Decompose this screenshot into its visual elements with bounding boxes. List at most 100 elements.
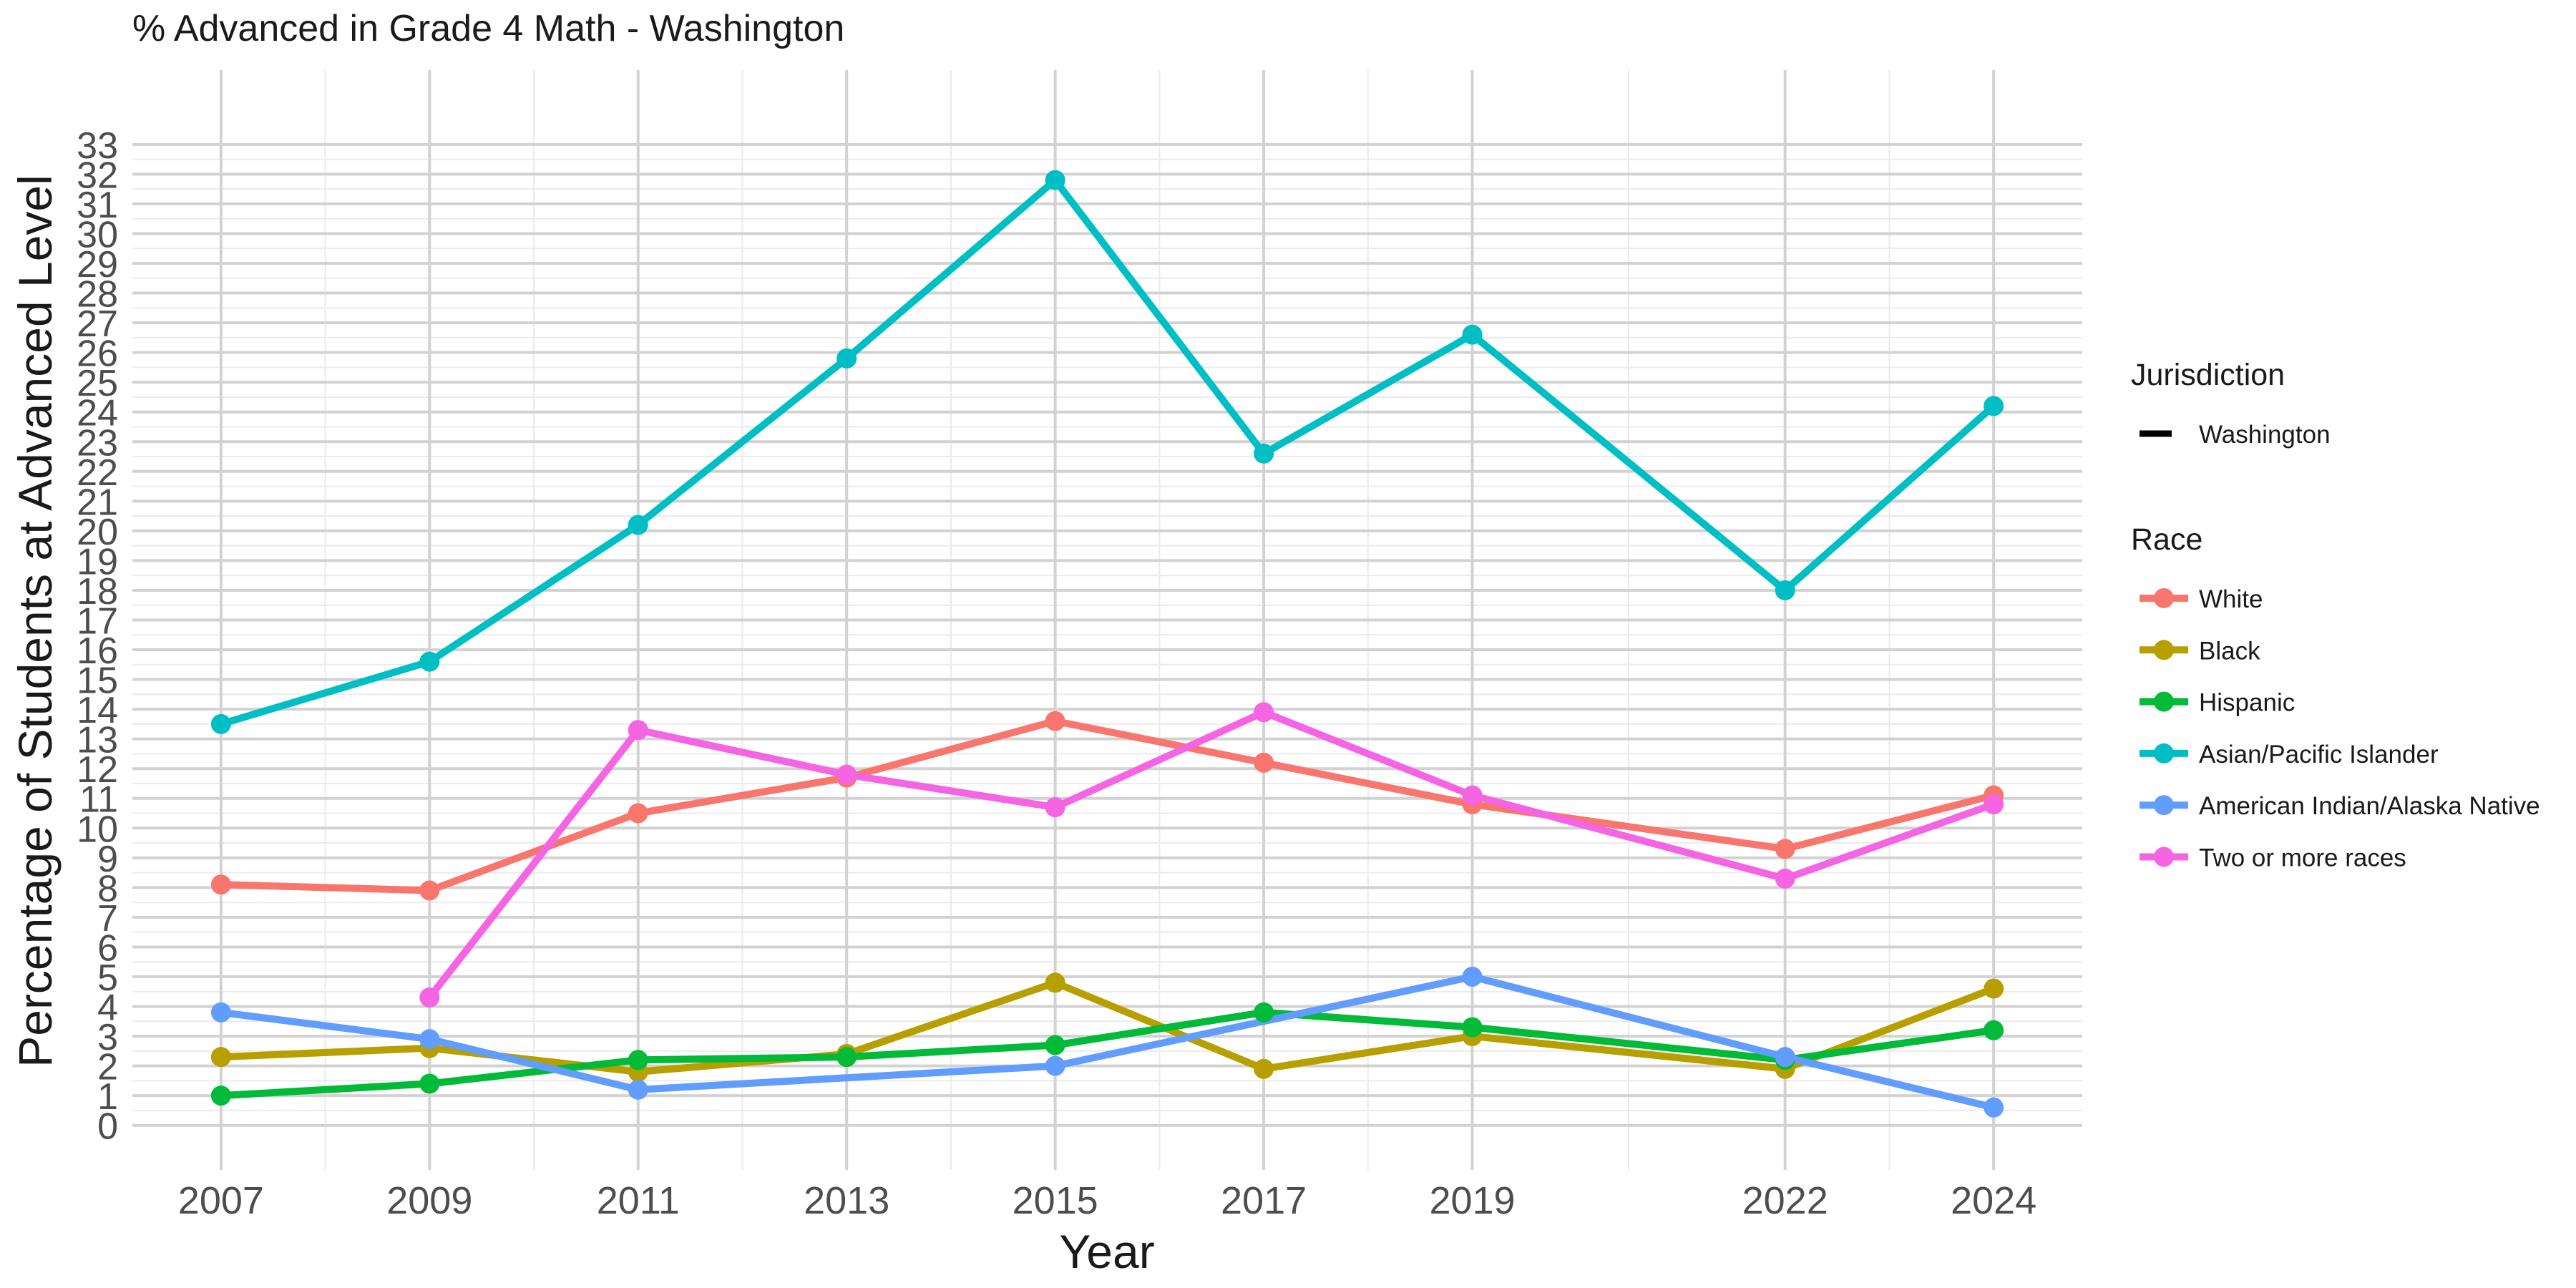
legend-label-american-indian-alaska-native: American Indian/Alaska Native: [2199, 792, 2540, 820]
y-tick-label: 13: [77, 720, 118, 761]
data-point-two-or-more-races: [1462, 785, 1483, 806]
data-point-two-or-more-races: [1254, 702, 1274, 723]
data-point-two-or-more-races: [1045, 797, 1065, 818]
data-point-white: [419, 880, 440, 901]
data-point-black: [1045, 972, 1065, 993]
y-tick-label: 16: [77, 630, 118, 672]
data-point-american-indian-alaska-native: [210, 1002, 231, 1023]
data-point-two-or-more-races: [1984, 794, 2004, 815]
y-tick-label: 29: [77, 244, 118, 286]
y-tick-label: 33: [77, 125, 118, 167]
y-tick-label: 1: [97, 1076, 118, 1118]
y-tick-label: 4: [97, 987, 118, 1029]
y-tick-label: 27: [77, 303, 118, 345]
data-point-american-indian-alaska-native: [419, 1029, 440, 1050]
legend-key-point-white: [2154, 588, 2174, 608]
data-point-black: [1254, 1058, 1274, 1079]
data-point-black: [1984, 978, 2004, 999]
data-point-black: [210, 1047, 231, 1068]
y-tick-label: 3: [97, 1017, 118, 1058]
data-point-hispanic: [1462, 1017, 1483, 1038]
y-tick-label: 2: [97, 1047, 118, 1088]
legend-key-point-hispanic: [2154, 691, 2174, 712]
data-point-two-or-more-races: [1775, 868, 1795, 889]
data-point-asian-pacific-islander: [1775, 580, 1795, 600]
data-point-hispanic: [419, 1073, 440, 1094]
legend-key-point-asian-pacific-islander: [2154, 743, 2174, 763]
y-tick-label: 18: [77, 571, 118, 613]
y-tick-label: 20: [77, 512, 118, 553]
y-tick-label: 12: [77, 749, 118, 791]
legend: Jurisdiction Washington Race White Black H…: [2131, 358, 2540, 872]
data-point-hispanic: [1984, 1020, 2004, 1040]
y-tick-label: 19: [77, 541, 118, 582]
legend-key-point-two-or-more-races: [2154, 847, 2174, 867]
series-line-two-or-more-races: [426, 708, 1995, 1000]
data-point-two-or-more-races: [419, 987, 440, 1008]
data-point-asian-pacific-islander: [1045, 170, 1065, 190]
data-point-asian-pacific-islander: [836, 348, 857, 369]
data-point-american-indian-alaska-native: [1984, 1097, 2004, 1118]
data-point-hispanic: [1254, 1002, 1274, 1023]
x-tick-label: 2019: [1429, 1179, 1515, 1222]
data-point-asian-pacific-islander: [210, 713, 231, 734]
y-tick-label: 8: [97, 868, 118, 909]
x-tick-label: 2007: [178, 1179, 264, 1222]
y-tick-label: 32: [77, 155, 118, 196]
y-tick-label: 26: [77, 333, 118, 375]
x-tick-label: 2022: [1742, 1179, 1828, 1222]
y-tick-label: 0: [97, 1106, 118, 1148]
legend-label-white: White: [2199, 585, 2263, 613]
y-tick-label: 10: [77, 809, 118, 850]
y-tick-label: 6: [97, 927, 118, 969]
x-axis-title: Year: [1059, 1225, 1154, 1278]
y-tick-label: 31: [77, 185, 118, 226]
data-point-white: [1045, 711, 1065, 731]
y-tick-label: 14: [77, 690, 118, 731]
y-tick-label: 9: [97, 839, 118, 880]
y-axis-title: Percentage of Students at Advanced Level: [9, 175, 62, 1068]
data-point-asian-pacific-islander: [1462, 324, 1483, 345]
x-tick-label: 2009: [386, 1179, 472, 1222]
legend-key-point-american-indian-alaska-native: [2154, 795, 2174, 816]
data-point-hispanic: [1045, 1035, 1065, 1055]
y-tick-label: 15: [77, 660, 118, 702]
data-point-white: [210, 874, 231, 895]
data-point-white: [628, 803, 648, 824]
x-tick-label: 2017: [1221, 1179, 1307, 1222]
legend-label-asian-pacific-islander: Asian/Pacific Islander: [2199, 741, 2439, 769]
chart-title: % Advanced in Grade 4 Math - Washington: [132, 8, 844, 49]
data-point-two-or-more-races: [836, 764, 857, 785]
data-point-two-or-more-races: [628, 720, 648, 741]
legend-race-title: Race: [2131, 522, 2202, 557]
legend-label-black: Black: [2199, 637, 2260, 665]
data-point-hispanic: [628, 1050, 648, 1070]
data-point-asian-pacific-islander: [1254, 443, 1274, 464]
legend-jurisdiction-title: Jurisdiction: [2131, 358, 2285, 392]
data-point-asian-pacific-islander: [628, 514, 648, 535]
data-point-white: [1775, 839, 1795, 859]
legend-key-point-black: [2154, 640, 2174, 660]
y-tick-label: 11: [79, 779, 118, 821]
data-point-american-indian-alaska-native: [1462, 966, 1483, 987]
legend-label-two-or-more-races: Two or more races: [2199, 844, 2406, 872]
data-point-hispanic: [210, 1085, 231, 1106]
y-tick-label: 24: [77, 393, 118, 434]
y-tick-label: 21: [77, 482, 118, 523]
data-point-hispanic: [836, 1047, 857, 1068]
data-point-asian-pacific-islander: [1984, 396, 2004, 416]
y-tick-label: 25: [77, 363, 118, 404]
y-tick-label: 28: [77, 274, 118, 316]
y-tick-label: 23: [77, 422, 118, 464]
x-tick-label: 2013: [804, 1179, 889, 1222]
y-tick-label: 5: [97, 957, 118, 999]
y-tick-label: 17: [77, 601, 118, 643]
legend-jurisdiction-label: Washington: [2199, 421, 2331, 449]
data-point-american-indian-alaska-native: [1775, 1047, 1795, 1068]
y-tick-label: 7: [97, 898, 118, 940]
data-point-white: [1254, 752, 1274, 773]
y-tick-label: 22: [77, 452, 118, 494]
x-tick-label: 2011: [597, 1179, 680, 1222]
y-tick-label: 30: [77, 214, 118, 255]
